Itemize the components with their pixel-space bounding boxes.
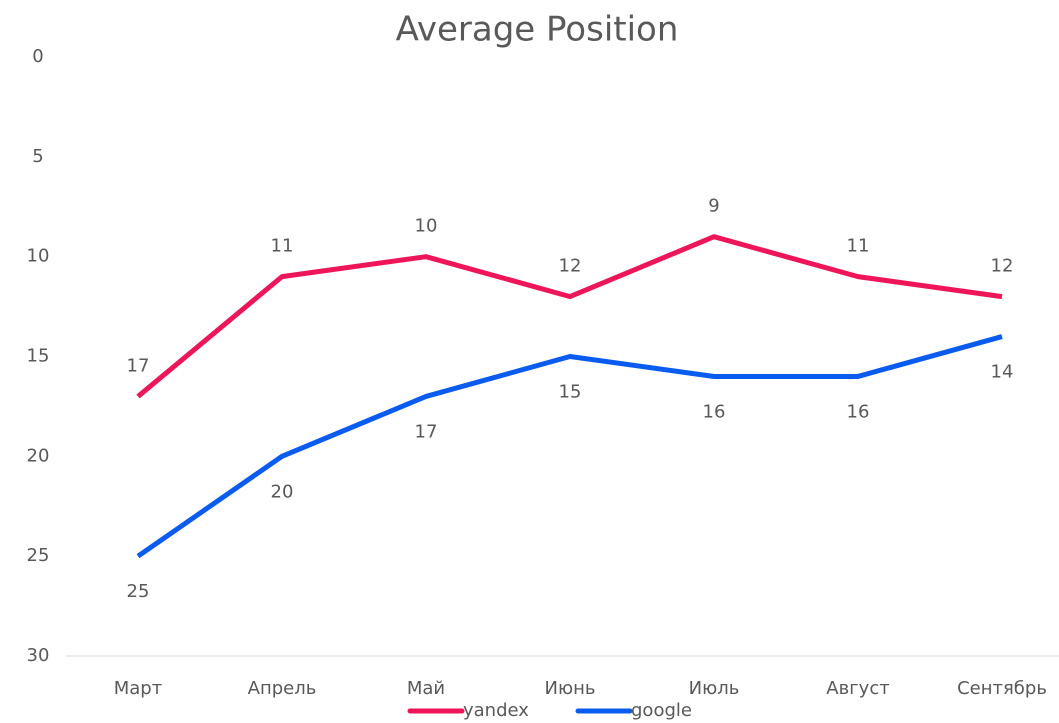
data-label: 20 [271, 481, 294, 502]
data-label: 16 [703, 401, 726, 422]
legend-label: google [631, 700, 692, 721]
chart-title: Average Position [396, 10, 679, 50]
data-label: 16 [847, 401, 870, 422]
x-tick-label: Март [114, 678, 162, 699]
data-label: 17 [415, 421, 438, 442]
y-tick-label: 0 [32, 46, 43, 67]
y-tick-label: 5 [32, 146, 43, 167]
data-label: 15 [559, 382, 582, 403]
data-label: 10 [415, 216, 438, 237]
x-tick-label: Июль [689, 678, 740, 699]
y-tick-label: 20 [27, 445, 50, 466]
y-tick-label: 15 [27, 346, 50, 367]
data-label: 11 [271, 236, 294, 257]
x-tick-label: Апрель [248, 678, 317, 699]
series-line [136, 334, 1003, 559]
x-tick-label: Август [826, 678, 889, 699]
series-line [136, 234, 1003, 399]
y-tick-label: 25 [27, 545, 50, 566]
data-label: 11 [847, 236, 870, 257]
legend-label: yandex [463, 700, 529, 721]
y-tick-label: 10 [27, 246, 50, 267]
data-label: 12 [559, 256, 582, 277]
x-tick-label: Сентябрь [957, 678, 1047, 699]
data-label: 17 [127, 355, 150, 376]
data-label: 12 [991, 256, 1014, 277]
x-tick-label: Май [407, 678, 445, 699]
data-label: 9 [708, 196, 719, 217]
data-label: 14 [991, 362, 1014, 383]
data-label: 25 [127, 581, 150, 602]
x-tick-label: Июнь [545, 678, 596, 699]
y-tick-label: 30 [27, 645, 50, 666]
